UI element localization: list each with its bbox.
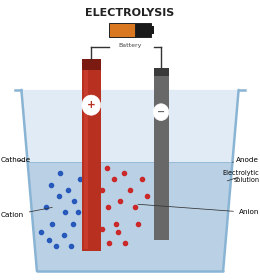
Text: Cation: Cation [1, 207, 52, 218]
Bar [82, 59, 101, 70]
Text: Anion: Anion [138, 204, 259, 215]
Bar [109, 23, 135, 37]
Text: ELECTROLYSIS: ELECTROLYSIS [85, 8, 175, 18]
Text: Battery: Battery [118, 43, 142, 48]
Circle shape [82, 95, 101, 115]
Text: −: − [157, 107, 165, 117]
Text: Cathode: Cathode [1, 157, 31, 162]
Bar [135, 23, 151, 37]
Text: Electrolytic
solution: Electrolytic solution [223, 170, 259, 183]
Text: +: + [87, 100, 96, 110]
Polygon shape [21, 90, 239, 271]
Bar [151, 26, 154, 34]
Circle shape [153, 104, 169, 120]
Bar [154, 67, 168, 76]
Bar [82, 59, 101, 251]
Text: Anode: Anode [232, 157, 259, 162]
Polygon shape [28, 162, 232, 271]
Bar [84, 70, 88, 249]
Bar [154, 67, 168, 240]
